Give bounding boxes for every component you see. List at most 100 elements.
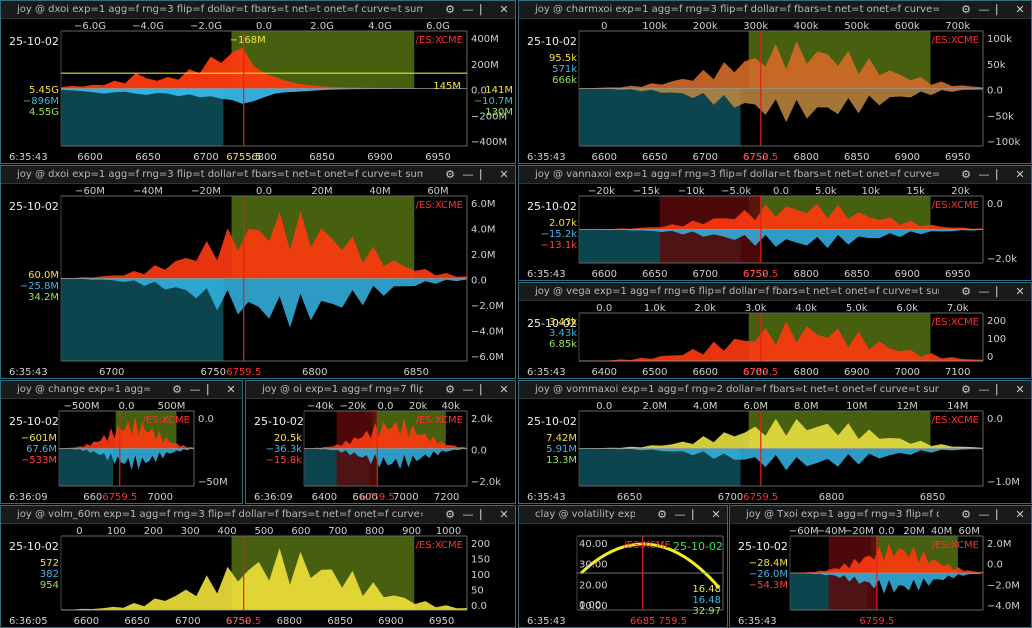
chart-plot[interactable]: −500M 0.0 500M 660 7000 0.0 −50M 25-10-02/ES:XC… [1,399,242,503]
settings-gear-icon[interactable]: ⚙ [445,508,455,521]
close-icon[interactable]: ✕ [499,383,509,396]
chart-panel-p6[interactable]: joy @ change exp=1 agg=f rng=5 ⚙ — ⎸ ✕ −500M 0… [0,380,243,504]
top-tick-label: −20k [588,186,615,197]
close-icon[interactable]: ✕ [1015,3,1025,16]
panel-titlebar[interactable]: joy @ Txoi exp=1 agg=f rng=3 flip=f doll… [730,506,1031,524]
settings-gear-icon[interactable]: ⚙ [961,3,971,16]
top-tick-label: 0 [76,526,82,537]
close-icon[interactable]: ✕ [1015,508,1025,521]
pin-icon[interactable]: ⎸ [207,383,219,396]
chart-plot[interactable]: 0 100 200 300 400 500 600 700 800 900 1000 6600 6650… [1,524,515,627]
close-icon[interactable]: ✕ [1015,168,1025,181]
minimize-icon[interactable]: — [189,383,201,396]
pin-icon[interactable]: ⎸ [480,508,492,521]
chart-panel-p3[interactable]: joy @ dxoi exp=1 agg=f rng=3 flip=t doll… [0,165,516,379]
chart-plot[interactable]: 0.0 2.0M 4.0M 6.0M 8.0M 10M 12M 14M 6650 6700 6800… [519,399,1031,503]
settings-gear-icon[interactable]: ⚙ [961,508,971,521]
close-icon[interactable]: ✕ [499,168,509,181]
stat-value: 6.85k [549,339,577,350]
close-icon[interactable]: ✕ [1015,285,1025,298]
minimize-icon[interactable]: — [978,3,990,16]
y-tick-label: 0.0 [471,446,487,457]
x-tick-label: 6800 [819,492,844,503]
top-tick-label: 0.0 [596,401,612,412]
chart-panel-p5[interactable]: joy @ vega exp=1 agg=f rng=6 flip=f doll… [518,282,1032,379]
close-icon[interactable]: ✕ [711,508,721,521]
settings-gear-icon[interactable]: ⚙ [961,383,971,396]
minimize-icon[interactable]: — [462,383,474,396]
pin-icon[interactable]: ⎸ [996,508,1008,521]
top-tick-label: −10k [678,186,705,197]
panel-titlebar[interactable]: joy @ charmxoi exp=1 agg=f rng=3 flip=f … [519,1,1031,19]
panel-titlebar[interactable]: joy @ volm_60m exp=1 agg=f rng=3 flip=f … [1,506,515,524]
x-tick-label: 6800 [794,269,819,280]
settings-gear-icon[interactable]: ⚙ [445,168,455,181]
chart-panel-p4[interactable]: joy @ vannaxoi exp=1 agg=f rng=3 flip=f … [518,165,1032,281]
pin-icon[interactable]: ⎸ [480,3,492,16]
top-tick-label: −6.0G [74,21,106,32]
settings-gear-icon[interactable]: ⚙ [961,168,971,181]
close-icon[interactable]: ✕ [226,383,236,396]
y-tick-label: −400M [471,137,507,148]
chart-plot[interactable]: −6.0G −4.0G −2.0G 0.0 2.0G 4.0G 6.0G 6600 6650 67… [1,19,515,163]
x-tick-label: 660 [83,492,102,503]
x-tick-label: 6850 [404,367,429,378]
x-tick-label: 6950 [945,152,970,163]
price-label: 6759.5 [226,616,261,627]
chart-panel-p10[interactable]: clay @ volatility exp=1 flip ⚙ — ⎸ ✕ 40.00 30.… [518,505,728,628]
minimize-icon[interactable]: — [978,383,990,396]
settings-gear-icon[interactable]: ⚙ [172,383,182,396]
chart-panel-p9[interactable]: joy @ volm_60m exp=1 agg=f rng=3 flip=f … [0,505,516,628]
chart-panel-p7[interactable]: joy @ oi exp=1 agg=f rng=7 flip=t dollar… [245,380,516,504]
panel-titlebar[interactable]: joy @ dxoi exp=1 agg=f rng=3 flip=f doll… [1,1,515,19]
panel-titlebar[interactable]: joy @ oi exp=1 agg=f rng=7 flip=t dollar… [246,381,515,399]
settings-gear-icon[interactable]: ⚙ [445,3,455,16]
panel-titlebar[interactable]: joy @ vannaxoi exp=1 agg=f rng=3 flip=f … [519,166,1031,184]
x-tick-label: 7200 [434,492,459,503]
panel-titlebar[interactable]: joy @ change exp=1 agg=f rng=5 ⚙ — ⎸ ✕ [1,381,242,399]
close-icon[interactable]: ✕ [1015,383,1025,396]
panel-titlebar[interactable]: joy @ vommaxoi exp=1 agg=f rng=2 dollar=… [519,381,1031,399]
panel-titlebar[interactable]: joy @ vega exp=1 agg=f rng=6 flip=f doll… [519,283,1031,301]
stat-value: 954 [40,580,59,591]
pin-icon[interactable]: ⎸ [692,508,704,521]
chart-panel-p2[interactable]: joy @ charmxoi exp=1 agg=f rng=3 flip=f … [518,0,1032,164]
top-tick-label: 14M [947,401,968,412]
minimize-icon[interactable]: — [462,508,474,521]
symbol-label: /ES:XCME [932,415,979,426]
minimize-icon[interactable]: — [462,168,474,181]
chart-svg: −20k −15k −10k −5.0k 0.0 5.0k 10k 15k 20k 6600 665… [527,186,1017,280]
chart-plot[interactable]: −60M −40M −20M 0.0 20M 40M 60M 2.0M 0.0 −2.0M −4.0… [730,524,1031,627]
minimize-icon[interactable]: — [674,508,686,521]
chart-plot[interactable]: 0 100k 200k 300k 400k 500k 600k 700k 6600 6650 670… [519,19,1031,163]
minimize-icon[interactable]: — [978,508,990,521]
close-icon[interactable]: ✕ [499,508,509,521]
pin-icon[interactable]: ⎸ [996,285,1008,298]
price-label: 6759.5 [743,152,778,163]
settings-gear-icon[interactable]: ⚙ [657,508,667,521]
minimize-icon[interactable]: — [978,168,990,181]
minimize-icon[interactable]: — [462,3,474,16]
chart-plot[interactable]: −20k −15k −10k −5.0k 0.0 5.0k 10k 15k 20k 6600 665… [519,184,1031,280]
chart-plot[interactable]: −40k −20k 0.0 20k 40k 6400 6600 7000 7200 2.0k 0.0… [246,399,515,503]
stat-value: −10.7M [474,96,513,107]
chart-panel-p8[interactable]: joy @ vommaxoi exp=1 agg=f rng=2 dollar=… [518,380,1032,504]
panel-titlebar[interactable]: clay @ volatility exp=1 flip ⚙ — ⎸ ✕ [519,506,727,524]
chart-plot[interactable]: 40.00 30.00 20.00 10.00 0.00 25-10-02/ES:XCME… [519,524,727,627]
pin-icon[interactable]: ⎸ [996,3,1008,16]
chart-panel-p11[interactable]: joy @ Txoi exp=1 agg=f rng=3 flip=f doll… [729,505,1032,628]
close-icon[interactable]: ✕ [499,3,509,16]
pin-icon[interactable]: ⎸ [996,383,1008,396]
settings-gear-icon[interactable]: ⚙ [961,285,971,298]
chart-panel-p1[interactable]: joy @ dxoi exp=1 agg=f rng=3 flip=f doll… [0,0,516,164]
chart-plot[interactable]: 0.0 1.0k 2.0k 3.0k 4.0k 5.0k 6.0k 7.0k 6400 6500 6… [519,301,1031,378]
pin-icon[interactable]: ⎸ [480,383,492,396]
chart-plot[interactable]: −60M −40M −20M 0.0 20M 40M 60M 6700 6750 6800 6850… [1,184,515,378]
panel-titlebar[interactable]: joy @ dxoi exp=1 agg=f rng=3 flip=t doll… [1,166,515,184]
x-tick-label: 6800 [794,367,819,378]
pin-icon[interactable]: ⎸ [996,168,1008,181]
x-tick-label: 6700 [693,152,718,163]
minimize-icon[interactable]: — [978,285,990,298]
pin-icon[interactable]: ⎸ [480,168,492,181]
settings-gear-icon[interactable]: ⚙ [445,383,455,396]
